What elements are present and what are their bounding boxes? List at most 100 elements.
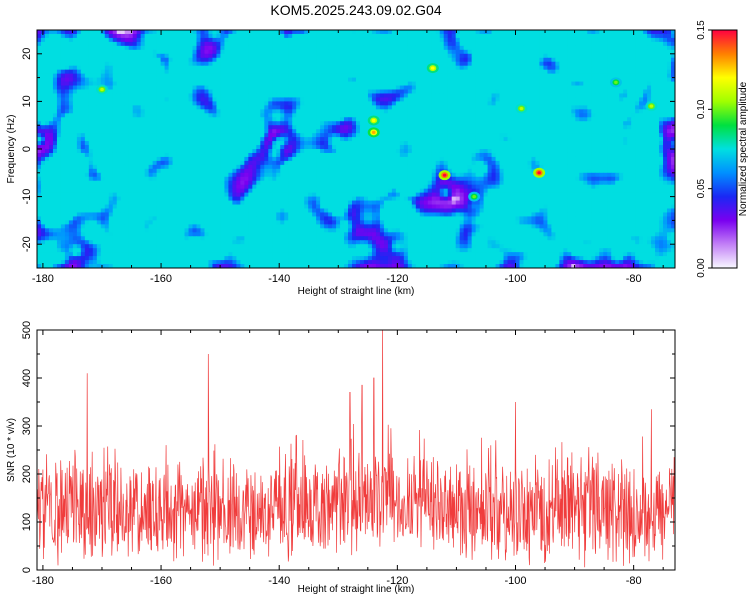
heatmap-cell xyxy=(88,73,94,79)
heatmap-cell xyxy=(260,141,265,146)
heatmap-cell xyxy=(363,113,369,118)
heatmap-cell xyxy=(268,125,273,130)
heatmap-cell xyxy=(260,97,265,102)
heatmap-cell xyxy=(419,33,425,39)
heatmap-cell xyxy=(511,49,516,55)
heatmap-cell xyxy=(359,65,365,71)
heatmap-cell xyxy=(228,145,233,150)
heatmap-cell xyxy=(635,61,640,67)
heatmap-cell xyxy=(220,101,225,106)
heatmap-cell xyxy=(244,137,249,142)
heatmap-cell xyxy=(120,125,126,130)
heatmap-cell xyxy=(56,129,62,134)
heatmap-cell xyxy=(611,30,616,35)
heatmap-cell xyxy=(403,113,409,118)
heatmap-cell xyxy=(136,53,142,59)
heatmap-cell xyxy=(332,129,337,134)
heatmap-cell xyxy=(503,81,509,87)
heatmap-cell xyxy=(204,37,209,43)
heatmap-cell xyxy=(371,65,377,71)
heatmap-cell xyxy=(224,49,229,55)
heatmap-cell xyxy=(495,129,501,134)
heatmap-cell xyxy=(435,145,441,150)
heatmap-cell xyxy=(228,37,233,43)
heatmap-cell xyxy=(232,141,237,146)
heatmap-cell xyxy=(423,113,429,118)
heatmap-cell xyxy=(659,81,664,87)
heatmap-cell xyxy=(100,133,106,138)
heatmap-cell xyxy=(539,93,544,98)
heatmap-cell xyxy=(571,117,576,122)
heatmap-cell xyxy=(240,37,245,43)
heatmap-cell xyxy=(152,141,158,146)
heatmap-cell xyxy=(543,93,548,98)
heatmap-cell xyxy=(539,125,544,130)
heatmap-cell xyxy=(511,149,516,154)
heatmap-cell xyxy=(120,117,126,122)
heatmap-cell xyxy=(184,125,190,130)
heatmap-cell xyxy=(304,85,309,90)
heatmap-cell xyxy=(563,113,568,118)
heatmap-cell xyxy=(551,45,556,51)
heatmap-cell xyxy=(423,49,429,55)
heatmap-cell xyxy=(168,149,174,154)
heatmap-cell xyxy=(132,145,138,150)
heatmap-cell xyxy=(240,129,245,134)
heatmap-cell xyxy=(340,81,345,87)
heatmap-cell xyxy=(156,57,162,63)
heatmap-cell xyxy=(164,41,170,47)
heatmap-cell xyxy=(455,117,461,122)
heatmap-cell xyxy=(228,85,233,90)
heatmap-cell xyxy=(112,33,118,39)
heatmap-cell xyxy=(547,97,552,102)
heatmap-cell xyxy=(352,141,357,146)
heatmap-cell xyxy=(483,69,489,75)
heatmap-cell xyxy=(667,53,672,59)
heatmap-cell xyxy=(184,81,190,87)
heatmap-cell xyxy=(120,57,126,63)
heatmap-cell xyxy=(503,45,509,51)
heatmap-cell xyxy=(256,69,261,75)
heatmap-cell xyxy=(563,133,568,138)
heatmap-cell xyxy=(76,152,82,158)
heatmap-cell xyxy=(591,109,596,114)
heatmap-cell xyxy=(531,77,536,83)
heatmap-cell xyxy=(200,85,205,90)
heatmap-cell xyxy=(467,65,473,71)
heatmap-cell xyxy=(663,105,668,110)
heatmap-cell xyxy=(76,129,82,134)
heatmap-cell xyxy=(80,93,86,98)
heatmap-cell xyxy=(228,133,233,138)
heatmap-cell xyxy=(37,113,42,118)
heatmap-cell xyxy=(559,121,564,126)
heatmap-cell xyxy=(599,69,604,75)
heatmap-cell xyxy=(587,73,592,79)
heatmap-cell xyxy=(623,113,628,118)
heatmap-cell xyxy=(180,117,186,122)
heatmap-cell xyxy=(415,41,421,47)
heatmap-cell xyxy=(100,105,106,110)
heatmap-cell xyxy=(272,37,277,43)
heatmap-cell xyxy=(559,101,564,106)
heatmap-cell xyxy=(312,97,317,102)
heatmap-cell xyxy=(100,81,106,87)
heatmap-cell xyxy=(60,133,66,138)
heatmap-cell xyxy=(671,129,675,134)
heatmap-cell xyxy=(559,89,564,94)
heatmap-cell xyxy=(248,105,253,110)
heatmap-cell xyxy=(663,129,668,134)
heatmap-cell xyxy=(459,97,465,102)
heatmap-cell xyxy=(471,53,477,59)
heatmap-cell xyxy=(48,69,54,75)
heatmap-cell xyxy=(603,57,608,63)
heatmap-cell xyxy=(391,37,397,43)
heatmap-cell xyxy=(611,109,616,114)
heatmap-cell xyxy=(208,53,213,59)
heatmap-cell xyxy=(447,101,453,106)
heatmap-cell xyxy=(240,109,245,114)
heatmap-cell xyxy=(300,73,305,79)
heatmap-cell xyxy=(439,133,445,138)
heatmap-cell xyxy=(399,105,405,110)
heatmap-cell xyxy=(491,129,497,134)
heatmap-cell xyxy=(124,152,130,158)
